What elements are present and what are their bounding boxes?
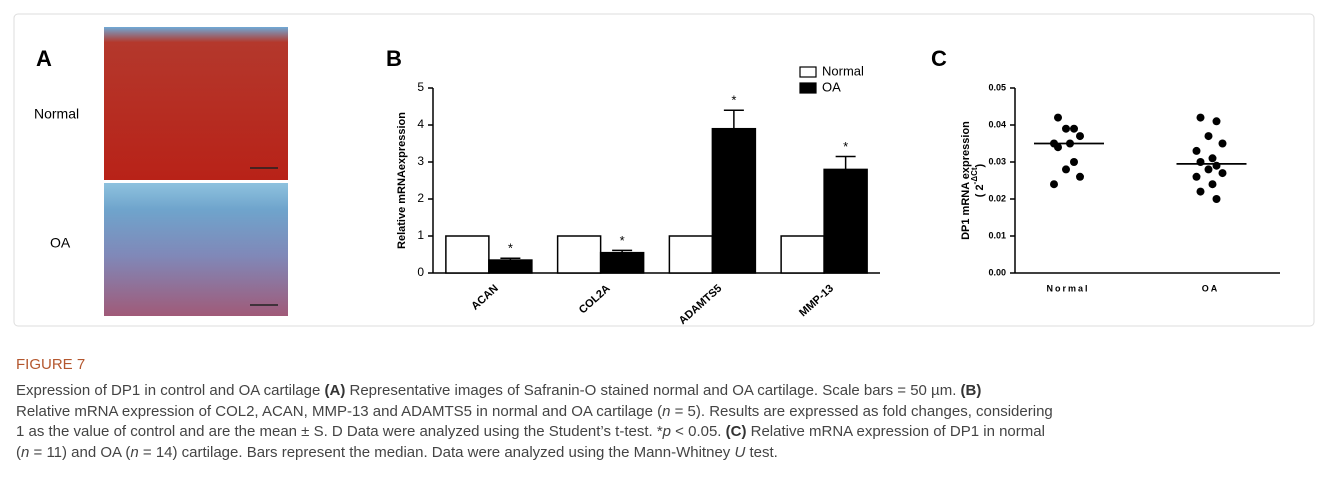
caption-text: p (663, 423, 671, 440)
significance-mark: * (731, 93, 736, 108)
data-point (1209, 154, 1217, 162)
x-tick-label: ACAN (469, 282, 501, 312)
caption-text: test. (745, 444, 778, 461)
caption-text: = 11) and OA ( (29, 444, 130, 461)
image-label: Normal (34, 106, 79, 122)
data-point (1062, 125, 1070, 133)
data-point (1076, 132, 1084, 140)
caption-text: Expression of DP1 in control and OA cart… (16, 382, 325, 399)
y-tick-label: 2 (417, 191, 424, 205)
x-tick-label: ADAMTS5 (677, 282, 725, 326)
y-tick-label: 5 (417, 80, 424, 94)
unit-text: ) (974, 163, 986, 167)
caption-text: 1 as the value of control and are the me… (16, 423, 663, 440)
unit-text: ( 2 (974, 184, 986, 197)
x-tick-label: COL2A (577, 282, 613, 316)
image-label: OA (50, 235, 71, 251)
data-point (1076, 173, 1084, 181)
page: A Normal OA B 0 1 2 3 4 5 Relative mRNAexpressi… (0, 0, 1328, 502)
caption-text: U (734, 444, 745, 461)
y-tick-label: 0.02 (988, 193, 1006, 203)
data-point (1070, 158, 1078, 166)
data-point (1193, 173, 1201, 181)
data-point (1193, 147, 1201, 155)
bar (781, 236, 824, 273)
significance-mark: * (843, 139, 848, 154)
caption-text: (A) (325, 382, 346, 399)
y-tick-label: 0 (417, 265, 424, 279)
legend-label: OA (822, 79, 841, 94)
y-tick-label: 0.04 (988, 119, 1006, 129)
y-tick-label: 3 (417, 154, 424, 168)
panel-label: C (931, 46, 947, 71)
caption-text: Representative images of Safranin-O stai… (345, 382, 960, 399)
data-point (1219, 140, 1227, 148)
data-point (1205, 165, 1213, 173)
x-tick-label: OA (1202, 283, 1220, 293)
panel-label: A (36, 46, 52, 71)
bar (446, 236, 489, 273)
bar (558, 236, 601, 273)
data-point (1070, 125, 1078, 133)
histology-image (104, 27, 288, 180)
y-axis-unit: ( 2-ΔCt) (970, 163, 986, 197)
figure: A Normal OA B 0 1 2 3 4 5 Relative mRNAexpressi… (0, 0, 1328, 340)
unit-exponent: -ΔCt (970, 167, 979, 184)
caption-label: FIGURE 7 (16, 356, 1316, 373)
caption: FIGURE 7 Expression of DP1 in control an… (16, 356, 1316, 463)
bar (712, 129, 755, 273)
data-point (1213, 162, 1221, 170)
y-tick-label: 0.03 (988, 156, 1006, 166)
panel-label: B (386, 46, 402, 71)
caption-text: Relative mRNA expression of DP1 in norma… (746, 423, 1044, 440)
legend-swatch (800, 67, 816, 77)
data-point (1209, 180, 1217, 188)
legend-label: Normal (822, 63, 864, 78)
data-point (1219, 169, 1227, 177)
data-point (1213, 117, 1221, 125)
caption-text: < 0.05. (671, 423, 726, 440)
y-tick-label: 4 (417, 117, 424, 131)
data-point (1197, 114, 1205, 122)
caption-line: (n = 11) and OA (n = 14) cartilage. Bars… (16, 443, 1316, 464)
bar (824, 169, 867, 273)
data-point (1205, 132, 1213, 140)
significance-mark: * (508, 241, 513, 256)
data-point (1054, 114, 1062, 122)
data-point (1197, 158, 1205, 166)
bar (601, 253, 644, 273)
legend-swatch (800, 83, 816, 93)
data-point (1213, 195, 1221, 203)
x-tick-label: MMP-13 (797, 282, 836, 319)
x-tick-label: Normal (1046, 283, 1089, 293)
y-tick-label: 0.00 (988, 267, 1006, 277)
caption-line: Expression of DP1 in control and OA cart… (16, 381, 1316, 402)
data-point (1062, 165, 1070, 173)
histology-image (104, 183, 288, 316)
y-tick-label: 0.05 (988, 82, 1006, 92)
y-tick-label: 1 (417, 228, 424, 242)
caption-text: (C) (726, 423, 747, 440)
caption-text: = 5). Results are expressed as fold chan… (670, 403, 1052, 420)
bar (669, 236, 712, 273)
y-axis-label: Relative mRNAexpression (396, 112, 408, 249)
significance-mark: * (620, 233, 625, 248)
y-tick-label: 0.01 (988, 230, 1006, 240)
caption-text: n (130, 444, 138, 461)
caption-text: = 14) cartilage. Bars represent the medi… (139, 444, 735, 461)
data-point (1197, 188, 1205, 196)
data-point (1050, 180, 1058, 188)
caption-line: Relative mRNA expression of COL2, ACAN, … (16, 402, 1316, 423)
caption-text: (B) (961, 382, 982, 399)
caption-text: Relative mRNA expression of COL2, ACAN, … (16, 403, 662, 420)
bar (489, 260, 532, 273)
charts: B 0 1 2 3 4 5 Relative mRNAexpression ACAN * COL2A… (386, 46, 1280, 327)
caption-line: 1 as the value of control and are the me… (16, 422, 1316, 443)
